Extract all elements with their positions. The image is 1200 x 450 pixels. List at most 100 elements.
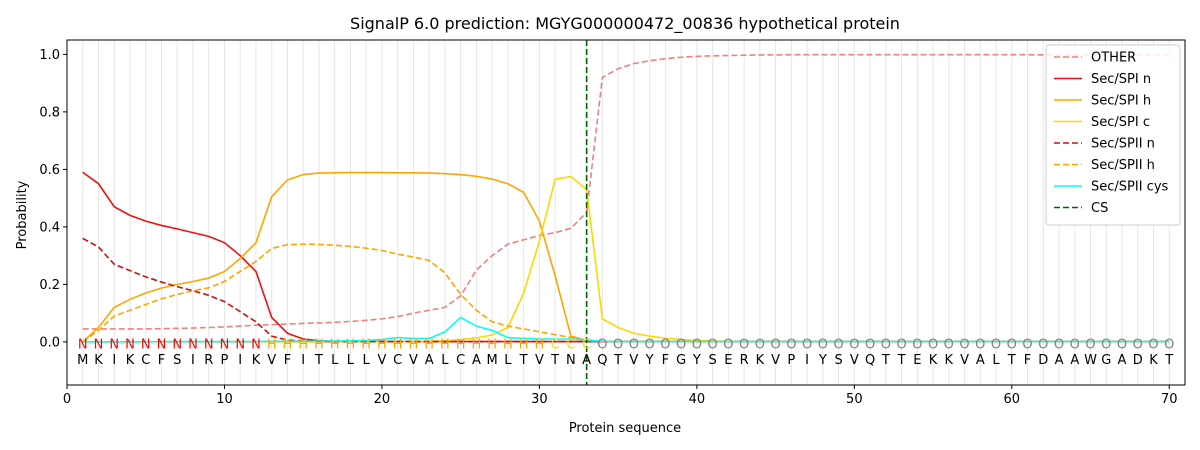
residue-label: M	[77, 353, 88, 368]
residue-label: F	[158, 353, 165, 368]
residue-label: K	[126, 353, 135, 368]
residue-label: P	[787, 353, 795, 368]
residue-label: K	[929, 353, 938, 368]
residue-label: F	[662, 353, 669, 368]
region-label: O	[660, 337, 670, 352]
region-label: N	[251, 337, 261, 352]
chart-title: SignalP 6.0 prediction: MGYG000000472_00…	[350, 14, 900, 34]
x-tick-label: 20	[374, 392, 391, 407]
residue-label: Q	[597, 353, 607, 368]
axes: 0 10 20 30 40 50 60 70 0.0 0.2 0.4 0.6 0.8 1.0	[39, 48, 1177, 407]
sequence-labels: NMNKNINKNCNFNSNINRNPNINKHVHFHIHTHLHLHLHV…	[77, 337, 1174, 368]
residue-label: S	[173, 353, 181, 368]
region-label: O	[692, 337, 702, 352]
residue-label: V	[850, 353, 859, 368]
grid-lines	[82, 40, 1170, 385]
legend: OTHER Sec/SPI n Sec/SPI h Sec/SPI c Sec/SPII…	[1045, 44, 1181, 226]
residue-label: I	[191, 353, 195, 368]
residue-label: C	[141, 353, 150, 368]
residue-label: F	[1024, 353, 1031, 368]
region-label: O	[597, 337, 607, 352]
region-label: C	[582, 337, 591, 352]
region-label: O	[676, 337, 686, 352]
region-label: O	[1022, 337, 1032, 352]
residue-label: T	[314, 353, 323, 368]
region-label: O	[928, 337, 938, 352]
region-label: H	[314, 337, 324, 352]
residue-label: T	[550, 353, 559, 368]
residue-label: V	[960, 353, 969, 368]
residue-label: K	[945, 353, 954, 368]
residue-label: L	[441, 353, 449, 368]
x-tick-label: 60	[1004, 392, 1021, 407]
residue-label: Q	[865, 353, 875, 368]
residue-label: M	[487, 353, 498, 368]
legend-box	[1045, 44, 1181, 226]
residue-label: V	[771, 353, 780, 368]
region-label: O	[1054, 337, 1064, 352]
region-label: H	[346, 337, 356, 352]
x-tick-label: 40	[689, 392, 706, 407]
region-label: N	[141, 337, 151, 352]
region-label: O	[723, 337, 733, 352]
residue-label: E	[913, 353, 921, 368]
residue-label: N	[566, 353, 576, 368]
region-label: O	[613, 337, 623, 352]
legend-label: CS	[1091, 201, 1108, 216]
region-label: N	[109, 337, 119, 352]
residue-label: L	[347, 353, 355, 368]
residue-label: T	[881, 353, 890, 368]
residue-label: K	[252, 353, 261, 368]
residue-label: T	[519, 353, 528, 368]
residue-label: L	[363, 353, 371, 368]
region-label: N	[78, 337, 88, 352]
series-line	[82, 316, 1170, 343]
residue-label: K	[756, 353, 765, 368]
residue-label: T	[897, 353, 906, 368]
y-tick-label: 1.0	[39, 48, 60, 63]
region-label: H	[503, 337, 513, 352]
x-tick-label: 30	[531, 392, 548, 407]
x-axis-label: Protein sequence	[569, 421, 681, 436]
region-label: O	[1085, 337, 1095, 352]
residue-label: A	[425, 353, 434, 368]
residue-label: F	[284, 353, 291, 368]
region-label: O	[1117, 337, 1127, 352]
residue-label: S	[834, 353, 842, 368]
region-label: H	[409, 337, 419, 352]
region-label: O	[707, 337, 717, 352]
region-label: O	[1007, 337, 1017, 352]
region-label: H	[377, 337, 387, 352]
residue-label: R	[740, 353, 749, 368]
region-label: O	[896, 337, 906, 352]
region-label: N	[188, 337, 198, 352]
region-label: O	[1148, 337, 1158, 352]
residue-label: C	[393, 353, 402, 368]
residue-label: I	[238, 353, 242, 368]
region-label: O	[849, 337, 859, 352]
region-label: N	[94, 337, 104, 352]
region-label: N	[235, 337, 245, 352]
region-label: N	[157, 337, 167, 352]
legend-label: Sec/SPII cys	[1091, 180, 1169, 195]
region-label: H	[330, 337, 340, 352]
legend-label: Sec/SPII h	[1091, 158, 1155, 173]
residue-label: V	[629, 353, 638, 368]
region-label: N	[125, 337, 135, 352]
legend-label: Sec/SPI h	[1091, 94, 1151, 109]
y-axis-label: Probability	[15, 180, 30, 249]
residue-label: K	[1149, 353, 1158, 368]
region-label: O	[991, 337, 1001, 352]
region-label: O	[1101, 337, 1111, 352]
legend-label: Sec/SPII n	[1091, 137, 1155, 152]
legend-label: Sec/SPI c	[1091, 115, 1150, 130]
residue-label: L	[504, 353, 512, 368]
residue-label: L	[992, 353, 1000, 368]
region-label: O	[755, 337, 765, 352]
residue-label: C	[456, 353, 465, 368]
region-label: N	[172, 337, 182, 352]
region-label: O	[1133, 337, 1143, 352]
region-label: O	[833, 337, 843, 352]
